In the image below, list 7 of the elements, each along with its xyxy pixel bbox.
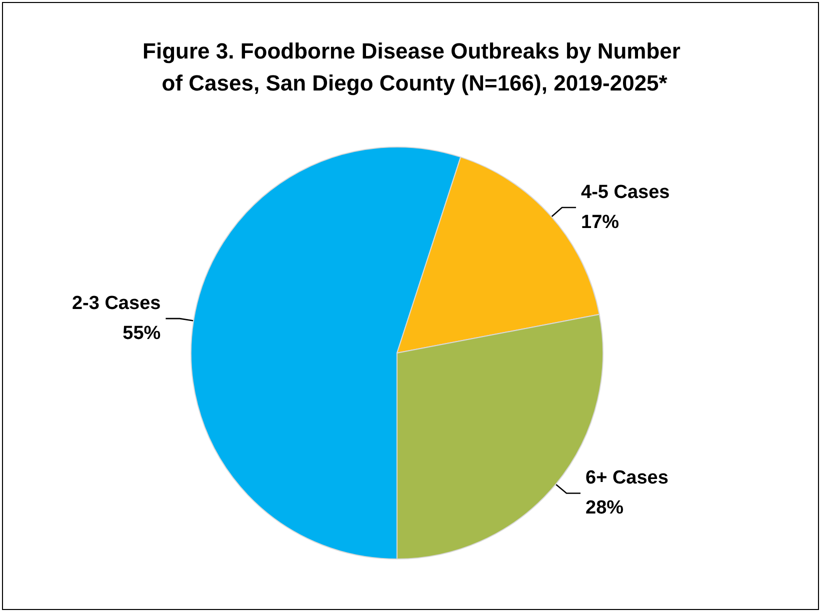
slice-label: 4-5 Cases xyxy=(581,182,670,204)
chart-title: Figure 3. Foodborne Disease Outbreaks by Number of Cases, San Diego County (N=166), 2019-2025* xyxy=(142,38,681,96)
slice-label: 6+ Cases xyxy=(586,468,668,489)
data-label: 17% xyxy=(581,212,620,234)
slice-label: 2-3 Cases xyxy=(72,293,161,314)
data-label: 55% xyxy=(122,323,161,344)
data-label: 28% xyxy=(586,498,624,519)
